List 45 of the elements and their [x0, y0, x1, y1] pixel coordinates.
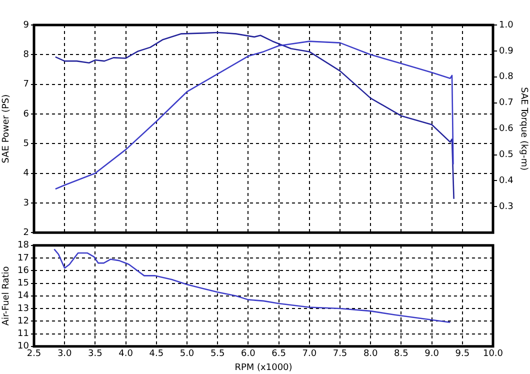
- x-tick-label: 4.0: [118, 349, 134, 360]
- x-tick-label: 9.5: [455, 349, 470, 360]
- y-tick-label: 3: [23, 198, 29, 208]
- y-tick-label: 12: [18, 316, 29, 326]
- x-tick-label: 10.0: [482, 349, 504, 360]
- x-tick-label: 5.5: [210, 349, 225, 360]
- x-axis-title: RPM (x1000): [234, 362, 292, 373]
- x-tick-label: 5.0: [180, 349, 194, 360]
- x-tick-label: 2.5: [26, 349, 42, 360]
- y2-tick-label: 1.0: [499, 20, 514, 30]
- y-tick-label: 2: [23, 228, 29, 238]
- y2-axis-title: SAE Torque (kg-m): [518, 87, 528, 170]
- x-tick-label: 6.5: [272, 349, 286, 360]
- x-tick-label: 3.5: [88, 349, 102, 360]
- y2-tick-label: 0.7: [499, 98, 514, 108]
- x-tick-label: 8.0: [363, 349, 378, 360]
- y-tick-label: 15: [18, 278, 29, 289]
- x-tick-label: 6.0: [241, 349, 256, 360]
- x-tick-label: 9.0: [424, 349, 440, 360]
- y-tick-label: 5: [23, 138, 29, 149]
- y2-tick-label: 0.5: [499, 150, 514, 160]
- y2-tick-label: 0.3: [499, 202, 514, 212]
- y-tick-label: 16: [18, 266, 30, 276]
- y-axis-title: SAE Power (PS): [2, 94, 12, 164]
- y-tick-label: 14: [18, 291, 30, 302]
- x-tick-label: 7.5: [332, 349, 348, 360]
- y2-tick-label: 0.8: [499, 72, 514, 82]
- x-tick-label: 3.0: [57, 349, 72, 360]
- y-tick-label: 10: [18, 342, 30, 352]
- y-tick-label: 4: [23, 168, 30, 179]
- y-tick-label: 7: [23, 80, 29, 90]
- x-tick-label: 8.5: [394, 349, 408, 360]
- y-tick-label: 9: [23, 20, 30, 30]
- y-tick-label: 11: [18, 329, 29, 340]
- y2-tick-label: 0.9: [499, 46, 514, 56]
- x-tick-label: 4.5: [149, 349, 164, 360]
- y2-tick-label: 0.4: [499, 176, 514, 186]
- y-tick-label: 18: [18, 240, 30, 251]
- y-axis-title: Air-Fuel Ratio: [2, 266, 12, 326]
- y2-tick-label: 0.6: [499, 124, 514, 134]
- y-tick-label: 17: [18, 253, 29, 264]
- y-tick-label: 8: [23, 50, 30, 60]
- x-tick-label: 7.0: [302, 349, 317, 360]
- y-tick-label: 13: [18, 304, 29, 314]
- y-tick-label: 6: [23, 109, 30, 120]
